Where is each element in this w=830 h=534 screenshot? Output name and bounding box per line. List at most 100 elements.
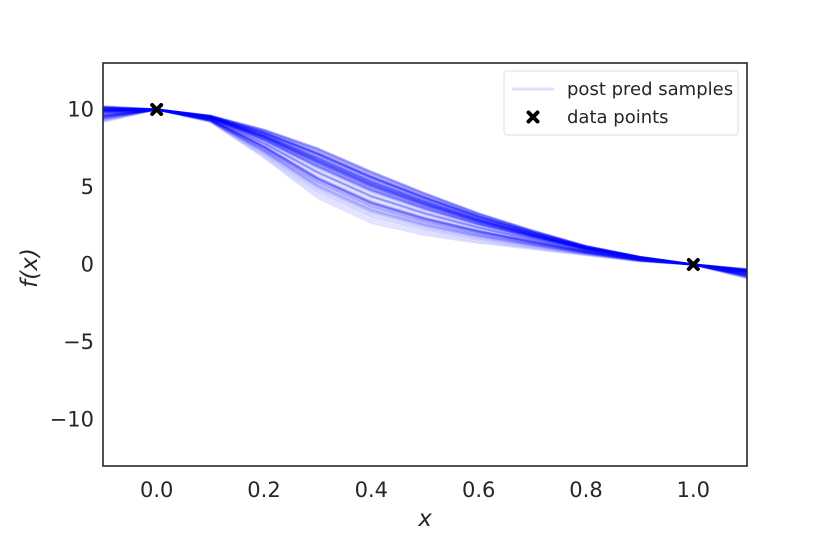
sample-curve <box>103 106 747 272</box>
data-point-markers <box>150 103 700 271</box>
sample-curve <box>103 108 747 277</box>
sample-curve <box>103 108 747 273</box>
y-tick-label: −10 <box>50 408 94 432</box>
sample-curve <box>103 108 747 278</box>
y-tick-label: 10 <box>67 98 94 122</box>
sample-curve <box>103 105 747 271</box>
sample-curve <box>103 108 747 275</box>
sample-curve <box>103 108 747 273</box>
sample-curve <box>103 107 747 272</box>
y-tick-label: 5 <box>81 175 94 199</box>
sample-curve <box>103 108 747 277</box>
sample-curve <box>103 108 747 274</box>
sample-curve <box>103 108 747 279</box>
sample-curve <box>103 107 747 272</box>
y-axis-ticks: 10 5 0 −5 −10 <box>50 98 94 432</box>
sample-curve <box>103 108 747 274</box>
sample-curve <box>103 108 747 273</box>
sample-curve <box>103 108 747 275</box>
sample-curve <box>103 108 747 273</box>
sample-curve <box>103 108 747 277</box>
data-point-marker <box>150 103 164 116</box>
plot-frame <box>102 62 748 467</box>
x-tick-label: 0.8 <box>569 478 602 502</box>
sample-curve <box>103 108 747 274</box>
x-tick-label: 0.4 <box>355 478 388 502</box>
x-axis-label: x <box>417 506 432 532</box>
sample-curve <box>103 108 747 273</box>
sample-curve <box>103 108 747 276</box>
sample-curve <box>103 108 747 277</box>
sample-curve <box>103 106 747 272</box>
sample-curve <box>103 108 747 273</box>
sample-curve <box>103 108 747 276</box>
x-tick-label: 0.0 <box>140 478 173 502</box>
sample-curve <box>103 105 747 271</box>
legend: post pred samples data points <box>503 70 739 136</box>
sample-curve <box>103 108 747 280</box>
sample-curve <box>103 108 747 274</box>
sample-curve <box>103 107 747 272</box>
sample-curve <box>103 108 747 273</box>
y-tick-label: −5 <box>63 330 94 354</box>
sample-curve <box>103 106 747 272</box>
sample-curve <box>103 108 747 276</box>
sample-curve <box>103 108 747 274</box>
legend-label-samples: post pred samples <box>567 79 733 100</box>
sample-curve <box>103 108 747 275</box>
sample-curve <box>103 108 747 278</box>
sample-curve <box>103 106 747 272</box>
x-tick-label: 0.6 <box>462 478 495 502</box>
sample-curve <box>103 108 747 273</box>
sample-curve <box>103 108 747 273</box>
sample-curve <box>103 108 747 278</box>
data-point-marker <box>686 258 700 271</box>
sample-curve <box>103 108 747 274</box>
sample-curve <box>103 108 747 276</box>
sample-curve <box>103 108 747 274</box>
sample-curve <box>103 108 747 278</box>
x-axis-ticks: 0.0 0.2 0.4 0.6 0.8 1.0 <box>140 478 710 502</box>
sample-curve <box>103 108 747 273</box>
legend-marker-swatch <box>526 110 540 124</box>
sample-curve <box>103 108 747 277</box>
sample-curve <box>103 108 747 277</box>
sample-curve <box>103 108 747 273</box>
sample-curve <box>103 108 747 275</box>
sample-curve <box>103 108 747 278</box>
sample-curve <box>103 108 747 273</box>
sample-curve <box>103 108 747 273</box>
sample-curve <box>103 105 747 271</box>
sample-curve <box>103 107 747 272</box>
sample-curve <box>103 106 747 272</box>
y-axis-label: f(x) <box>17 248 43 288</box>
x-tick-label: 1.0 <box>677 478 710 502</box>
sample-curve <box>103 107 747 272</box>
posterior-samples <box>103 105 747 280</box>
sample-curve <box>103 105 747 271</box>
legend-label-points: data points <box>567 107 669 128</box>
sample-curve <box>103 108 747 274</box>
sample-curve <box>103 108 747 273</box>
sample-curve <box>103 108 747 273</box>
legend-box <box>503 70 739 136</box>
y-tick-label: 0 <box>81 253 94 277</box>
sample-curve <box>103 105 747 271</box>
sample-curve <box>103 108 747 273</box>
sample-curve <box>103 108 747 274</box>
sample-curve <box>103 108 747 279</box>
sample-curve <box>103 108 747 276</box>
sample-curve <box>103 108 747 272</box>
sample-curve <box>103 108 747 274</box>
sample-curve <box>103 105 747 271</box>
sample-curve <box>103 107 747 272</box>
sample-curve <box>103 105 747 271</box>
sample-curve <box>103 108 747 275</box>
sample-curve <box>103 108 747 273</box>
x-tick-label: 0.2 <box>247 478 280 502</box>
sample-curve <box>103 108 747 276</box>
sample-curve <box>103 108 747 272</box>
sample-curve <box>103 106 747 271</box>
sample-curve <box>103 107 747 272</box>
